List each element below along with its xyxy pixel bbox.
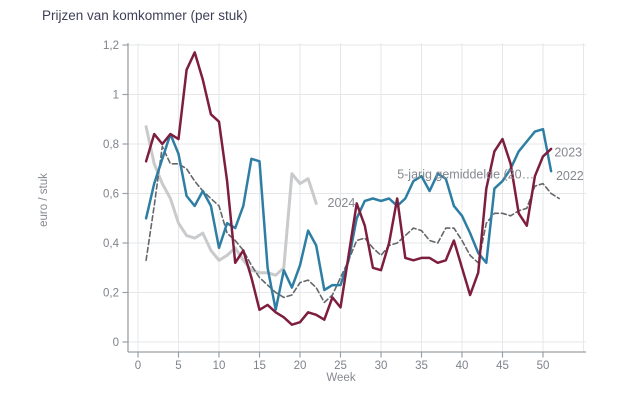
y-tick-label: 0 (113, 337, 119, 349)
x-tick-label: 15 (253, 360, 266, 372)
x-tick-label: 5 (175, 360, 181, 372)
series-line-2023 (144, 51, 553, 326)
x-tick-label: 20 (294, 360, 307, 372)
y-tick-label: 0,4 (103, 238, 120, 250)
x-tick-label: 35 (415, 360, 428, 372)
chart-grid: 0 0,2 0,4 0,6 0,8 1 1,2 0 5 10 15 20 25 30 35 40 45 50 (103, 40, 586, 372)
y-tick-label: 1,2 (103, 40, 119, 52)
series-line-2022 (144, 127, 553, 312)
y-axis-title: euro / stuk (38, 173, 50, 227)
x-axis-title: Week (326, 372, 355, 384)
x-tick-label: 25 (334, 360, 347, 372)
series-line-2024 (144, 125, 318, 277)
series-label-2023: 2023 (554, 145, 582, 159)
y-tick-label: 0,6 (103, 189, 119, 201)
y-tick-label: 0,2 (103, 288, 119, 300)
chart-series (144, 51, 561, 326)
x-tick-label: 50 (537, 360, 550, 372)
series-label-2022: 2022 (556, 169, 584, 183)
series-label-2024: 2024 (328, 196, 356, 210)
x-tick-label: 40 (456, 360, 469, 372)
x-tick-label: 30 (375, 360, 388, 372)
x-tick-label: 10 (213, 360, 226, 372)
chart-title: Prijzen van komkommer (per stuk) (42, 8, 248, 23)
x-tick-label: 45 (496, 360, 509, 372)
x-tick-label: 0 (135, 360, 141, 372)
series-label-5-jarig-gemiddelde: 5-jarig gemiddelde (20… (397, 168, 534, 182)
y-tick-label: 1 (113, 90, 119, 102)
y-tick-label: 0,8 (103, 139, 119, 151)
chart-annotations: 2024 5-jarig gemiddelde (20… 2023 2022 (328, 145, 584, 210)
